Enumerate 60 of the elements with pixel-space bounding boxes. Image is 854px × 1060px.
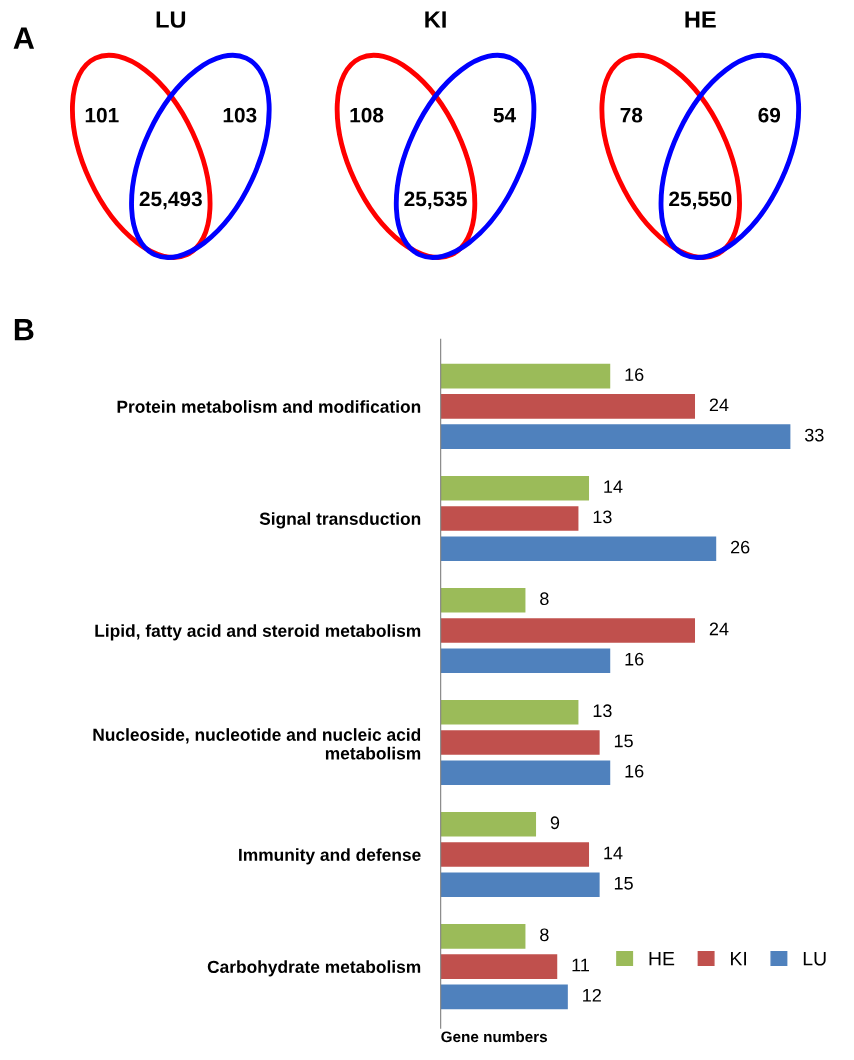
bar [440, 760, 611, 786]
text: 25,493 [139, 191, 202, 210]
data-label: 9 [550, 816, 560, 830]
bar [440, 699, 579, 725]
y-tick-label: Lipid, fatty acid and steroid metabolism [95, 624, 421, 641]
bar [440, 924, 526, 949]
text: LU [156, 11, 186, 28]
data-label: 16 [625, 368, 644, 382]
text: 69 [758, 107, 781, 123]
bar [440, 506, 579, 531]
text: 103 [223, 107, 257, 123]
bar [440, 394, 696, 419]
text: 101 [85, 107, 119, 123]
text: 25,550 [669, 191, 732, 210]
bar [440, 842, 590, 867]
data-label: 8 [540, 592, 549, 606]
data-label: 16 [625, 764, 644, 778]
data-label: 8 [540, 928, 549, 942]
data-label: 15 [614, 734, 633, 748]
data-label: 12 [583, 988, 601, 1002]
x-axis-title: Gene numbers [441, 1030, 548, 1043]
bar [440, 618, 696, 643]
bar [440, 954, 558, 979]
text: B [14, 319, 34, 341]
text: 25,535 [404, 191, 467, 210]
y-tick-label: Protein metabolism and modification [117, 400, 421, 413]
bar [440, 475, 590, 501]
y-tick-label: Nucleoside, nucleotide and nucleic acid metabolism [93, 728, 421, 760]
text: HE [685, 11, 716, 28]
bar [440, 811, 537, 837]
bar [440, 984, 568, 1010]
data-label: 14 [604, 480, 623, 493]
y-tick-label: Immunity and defense [239, 848, 421, 865]
bar [440, 648, 611, 674]
bar [440, 872, 600, 898]
data-label: 13 [593, 510, 612, 524]
bar [440, 536, 717, 562]
text: KI [425, 11, 446, 28]
bar [440, 587, 526, 613]
y-tick-label: Carbohydrate metabolism [207, 960, 421, 977]
text: A [13, 27, 35, 49]
y-tick-label: Signal transduction [259, 512, 421, 529]
text: 54 [493, 107, 516, 123]
data-label: 16 [625, 652, 644, 666]
bar [440, 424, 791, 449]
data-label: 33 [804, 428, 824, 442]
legend-label: KI [731, 951, 747, 966]
data-label: 11 [572, 958, 589, 972]
text: 78 [620, 107, 643, 123]
legend-label: HE [649, 951, 675, 966]
bar [440, 730, 600, 755]
data-label: 14 [604, 846, 623, 860]
data-label: 15 [614, 877, 633, 890]
data-label: 26 [731, 540, 750, 554]
data-label: 24 [709, 622, 729, 636]
data-label: 13 [593, 704, 612, 718]
text: 108 [350, 107, 384, 123]
legend-label: LU [803, 951, 826, 966]
data-label: 24 [709, 398, 729, 412]
bar [440, 363, 611, 389]
